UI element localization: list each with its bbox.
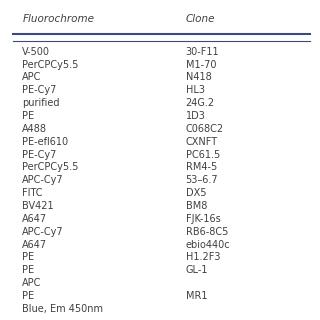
Text: APC: APC [22,72,42,83]
Text: FJK-16s: FJK-16s [186,214,220,224]
Text: APC-Cy7: APC-Cy7 [22,175,64,185]
Text: HL3: HL3 [186,85,204,95]
Text: 1D3: 1D3 [186,111,205,121]
Text: APC: APC [22,278,42,288]
Text: A647: A647 [22,214,48,224]
Text: MR1: MR1 [186,291,207,301]
Text: PC61.5: PC61.5 [186,150,220,160]
Text: ebio440c: ebio440c [186,240,230,250]
Text: A488: A488 [22,124,47,134]
Text: GL-1: GL-1 [186,265,208,275]
Text: PerCPCy5.5: PerCPCy5.5 [22,60,79,69]
Text: 53–6.7: 53–6.7 [186,175,218,185]
Text: H1.2F3: H1.2F3 [186,252,220,262]
Text: Clone: Clone [186,14,215,24]
Text: DX5: DX5 [186,188,206,198]
Text: PE-Cy7: PE-Cy7 [22,85,57,95]
Text: FITC: FITC [22,188,43,198]
Text: RM4-5: RM4-5 [186,163,217,172]
Text: V-500: V-500 [22,47,51,57]
Text: APC-Cy7: APC-Cy7 [22,227,64,237]
Text: BM8: BM8 [186,201,207,211]
Text: Blue, Em 450nm: Blue, Em 450nm [22,304,103,314]
Text: RB6-8C5: RB6-8C5 [186,227,228,237]
Text: A647: A647 [22,240,48,250]
Text: PE: PE [22,265,35,275]
Text: PE: PE [22,291,35,301]
Text: 30-F11: 30-F11 [186,47,219,57]
Text: Fluorochrome: Fluorochrome [22,14,94,24]
Text: N418: N418 [186,72,211,83]
Text: PE: PE [22,111,35,121]
Text: 24G.2: 24G.2 [186,98,215,108]
Text: PE-Cy7: PE-Cy7 [22,150,57,160]
Text: PE-efl610: PE-efl610 [22,137,68,147]
Text: PE: PE [22,252,35,262]
Text: purified: purified [22,98,60,108]
Text: M1-70: M1-70 [186,60,216,69]
Text: PerCPCy5.5: PerCPCy5.5 [22,163,79,172]
Text: CXNFT: CXNFT [186,137,218,147]
Text: BV421: BV421 [22,201,54,211]
Text: C068C2: C068C2 [186,124,224,134]
